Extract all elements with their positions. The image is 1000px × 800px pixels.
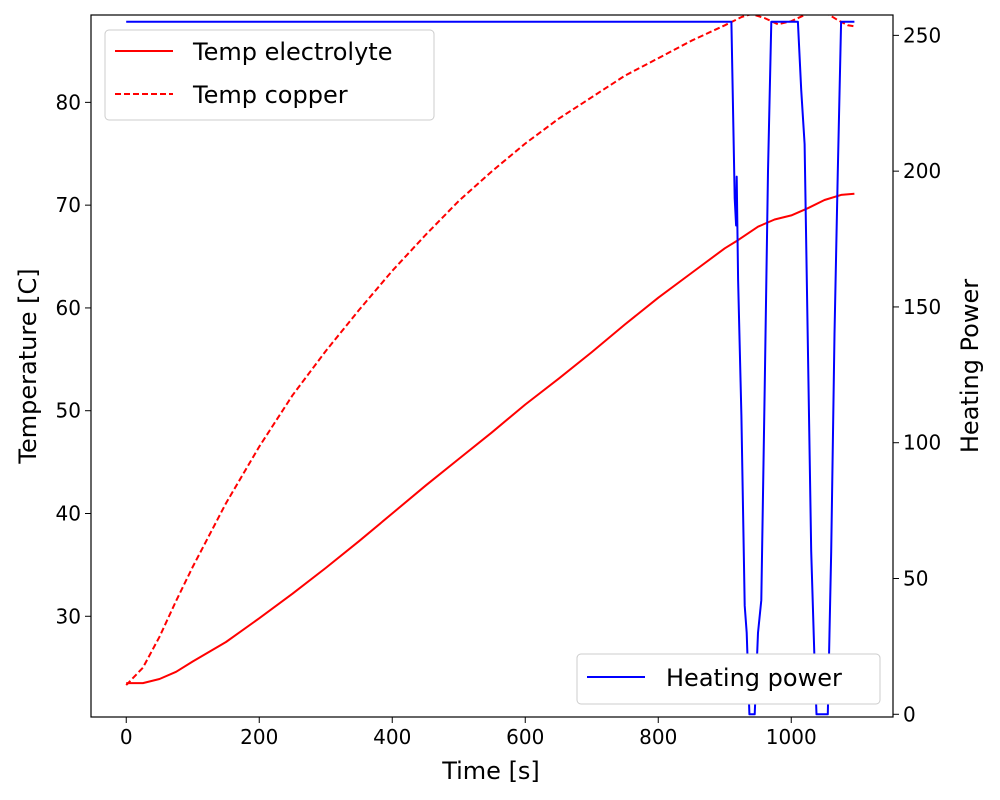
y2-tick-label: 250 (903, 23, 941, 47)
y-tick-label: 40 (56, 501, 81, 525)
plot-frame (90, 14, 894, 718)
series-line-heating-power (126, 20, 855, 716)
y-tick-label: 30 (56, 604, 81, 628)
legend-electrolyte-label: Temp electrolyte (192, 38, 392, 66)
y2-tick-label: 100 (903, 431, 941, 455)
legend-temperature-box (104, 29, 435, 121)
legend-copper-label: Temp copper (192, 81, 348, 109)
y2-tick-label: 150 (903, 295, 941, 319)
x-tick-label: 800 (639, 725, 677, 749)
x-tick-label: 1000 (766, 725, 817, 749)
y2-tick-label: 50 (903, 567, 928, 591)
legend-power: Heating power (576, 653, 881, 705)
y2-tick-label: 0 (903, 702, 916, 726)
y-tick-label: 80 (56, 90, 81, 114)
y2-axis-label: Heating Power (956, 279, 984, 453)
y-tick-label: 60 (56, 296, 81, 320)
x-axis-label: Time [s] (441, 757, 540, 785)
x-tick-label: 400 (373, 725, 411, 749)
legend-power-box (576, 653, 881, 705)
y-tick-label: 50 (56, 399, 81, 423)
series-line-temp-copper (125, 15, 855, 686)
x-tick-label: 600 (506, 725, 544, 749)
legend-temperature: Temp electrolyte Temp copper (104, 29, 435, 121)
x-tick-label: 200 (240, 725, 278, 749)
y-tick-label: 70 (56, 193, 81, 217)
axes: 0 200 400 600 800 100030405060708005010015020… (56, 14, 941, 749)
y-axis-label: Temperature [C] (14, 268, 42, 464)
series-line-temp-electrolyte (126, 192, 855, 685)
x-tick-label: 0 (120, 725, 133, 749)
legend-power-label: Heating power (666, 664, 842, 692)
y2-tick-label: 200 (903, 159, 941, 183)
